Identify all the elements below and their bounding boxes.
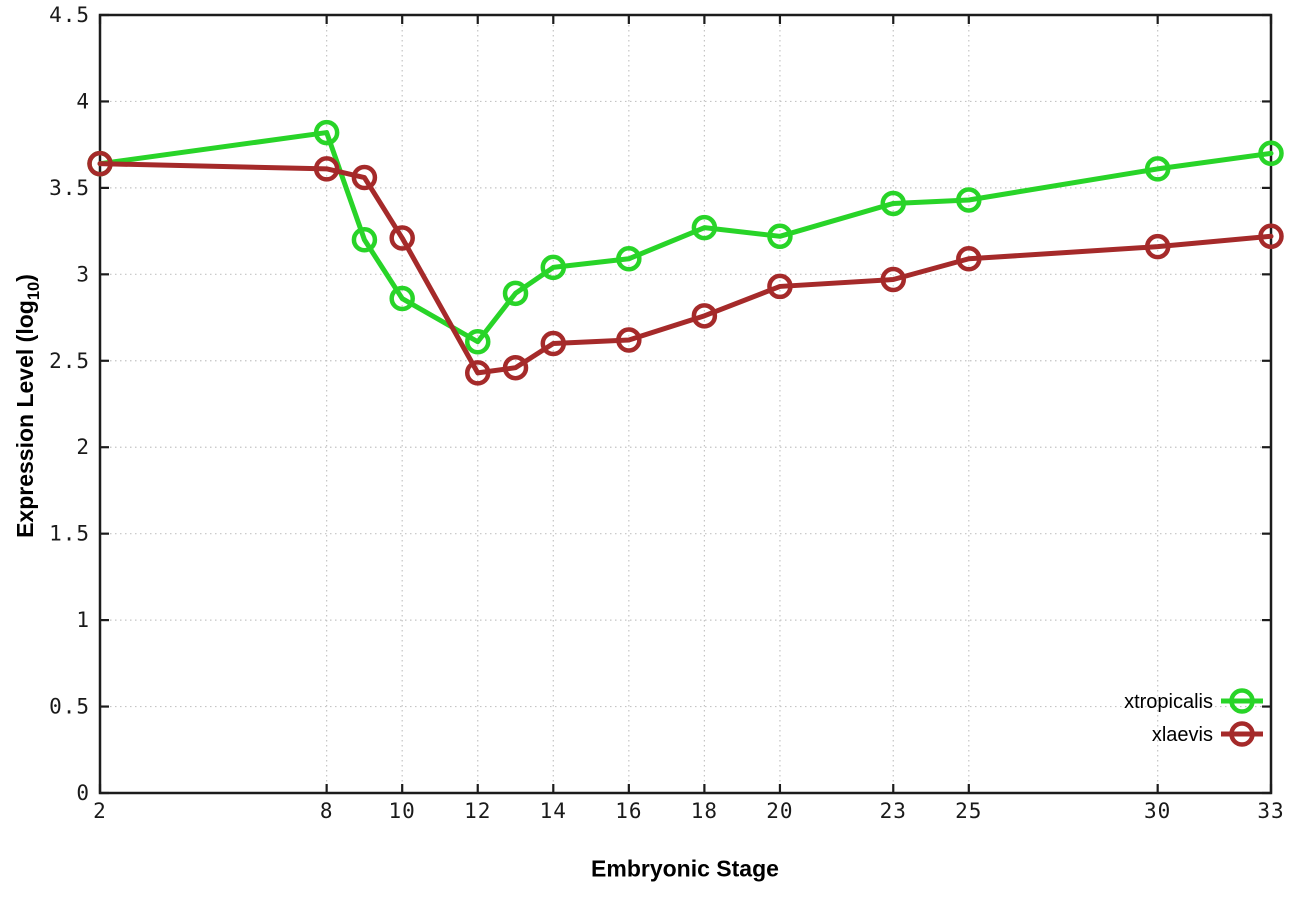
x-tick-label-20: 20 xyxy=(766,799,793,823)
data-point-xlaevis-23 xyxy=(880,266,907,293)
x-tick-label-14: 14 xyxy=(540,799,567,823)
y-tick-label-2: 2 xyxy=(76,435,90,459)
legend-marker-xlaevis xyxy=(1229,721,1255,747)
y-tick-label-4.5: 4.5 xyxy=(49,3,90,27)
x-tick-label-18: 18 xyxy=(691,799,718,823)
data-point-xtropicalis-16 xyxy=(616,246,642,272)
y-axis-title-subscript: 10 xyxy=(23,281,43,301)
data-point-xlaevis-16 xyxy=(616,327,642,353)
y-tick-label-2.5: 2.5 xyxy=(49,349,90,373)
data-point-xtropicalis-30 xyxy=(1144,156,1171,182)
data-point-xtropicalis-23 xyxy=(880,190,907,217)
y-axis-title: Expression Level (log10) xyxy=(12,274,44,538)
x-tick-label-8: 8 xyxy=(320,799,334,823)
data-point-xlaevis-30 xyxy=(1144,233,1171,260)
y-axis-title-close: ) xyxy=(12,274,39,282)
y-tick-label-4: 4 xyxy=(76,89,90,113)
data-point-xtropicalis-33 xyxy=(1258,140,1284,167)
data-point-xlaevis-12 xyxy=(464,360,491,386)
series-line-xlaevis xyxy=(97,161,1274,376)
x-tick-label-23: 23 xyxy=(880,799,907,823)
x-tick-label-30: 30 xyxy=(1144,799,1171,823)
data-point-xlaevis-9 xyxy=(351,164,378,191)
data-point-xtropicalis-25 xyxy=(956,187,982,213)
series-line-xtropicalis xyxy=(97,130,1274,345)
x-tick-label-12: 12 xyxy=(464,799,491,823)
data-point-xtropicalis-10 xyxy=(389,285,415,312)
data-point-xtropicalis-20 xyxy=(767,223,793,250)
y-tick-label-3: 3 xyxy=(76,262,90,286)
data-point-xlaevis-20 xyxy=(767,273,793,300)
data-point-xtropicalis-9 xyxy=(351,227,378,253)
data-point-xtropicalis-13 xyxy=(502,280,529,307)
data-point-xlaevis-8 xyxy=(313,156,340,182)
x-tick-label-33: 33 xyxy=(1257,799,1284,823)
data-point-xtropicalis-18 xyxy=(691,214,718,241)
data-point-xtropicalis-14 xyxy=(540,254,567,281)
legend-label-xlaevis: xlaevis xyxy=(1152,724,1213,746)
data-point-xlaevis-2 xyxy=(87,150,113,177)
data-point-xlaevis-10 xyxy=(389,225,415,251)
data-point-xlaevis-33 xyxy=(1258,223,1284,250)
x-tick-label-2: 2 xyxy=(93,799,107,823)
legend-label-xtropicalis: xtropicalis xyxy=(1124,691,1213,713)
data-point-xtropicalis-12 xyxy=(464,329,491,355)
y-tick-label-1.5: 1.5 xyxy=(49,522,90,546)
x-tick-label-16: 16 xyxy=(615,799,642,823)
data-point-xlaevis-18 xyxy=(691,303,718,329)
x-tick-label-25: 25 xyxy=(955,799,982,823)
data-point-xlaevis-25 xyxy=(956,246,982,272)
x-tick-label-10: 10 xyxy=(389,799,416,823)
y-tick-label-0.5: 0.5 xyxy=(49,695,90,719)
y-tick-label-0: 0 xyxy=(76,781,90,805)
y-tick-label-3.5: 3.5 xyxy=(49,176,90,200)
x-axis-title: Embryonic Stage xyxy=(591,855,779,882)
y-tick-label-1: 1 xyxy=(76,608,90,632)
data-point-xlaevis-14 xyxy=(540,330,567,357)
data-point-xlaevis-13 xyxy=(502,354,529,381)
data-point-xtropicalis-8 xyxy=(313,119,340,146)
plot-border xyxy=(98,13,1273,795)
legend-marker-xtropicalis xyxy=(1229,688,1255,714)
y-axis-title-text: Expression Level (log xyxy=(12,300,39,538)
